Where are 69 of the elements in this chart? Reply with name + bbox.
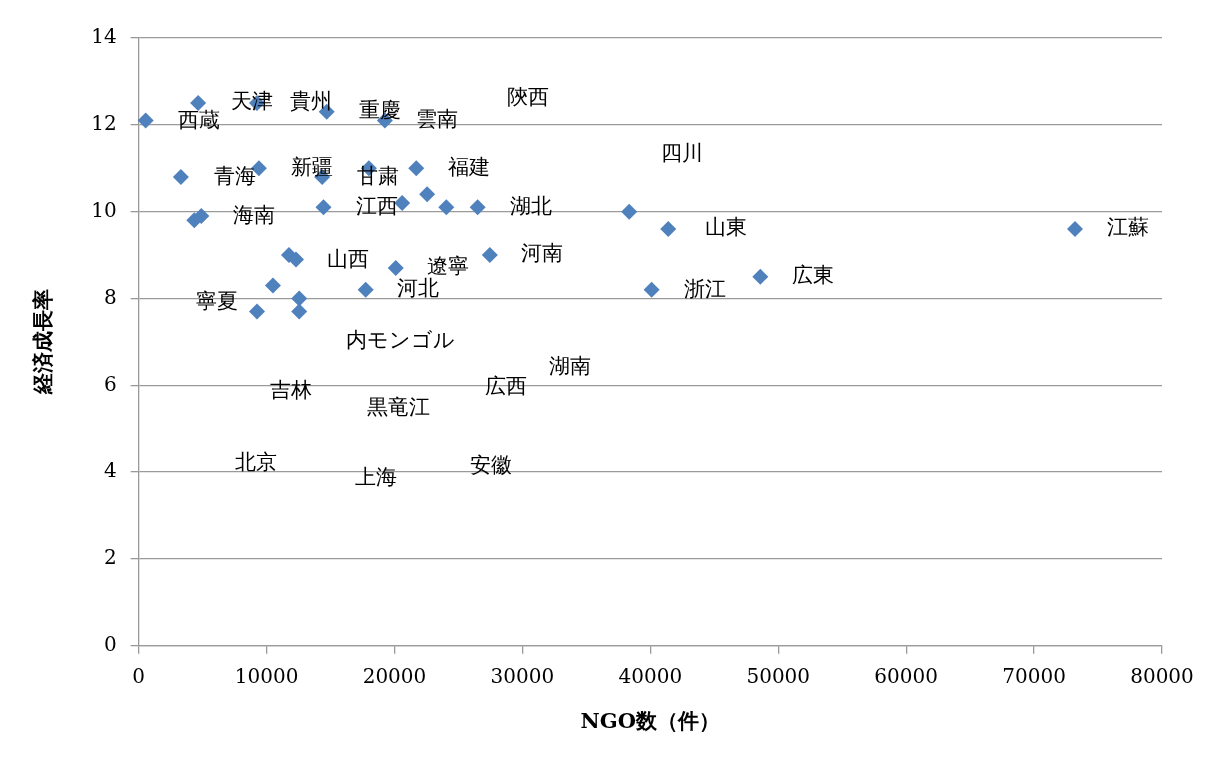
annotation: 上海 [354,465,397,490]
annotation: 黒竜江 [367,394,431,419]
annotation: 甘粛 [356,163,399,188]
x-tick-label: 60000 [874,664,938,688]
annotation: 福建 [447,154,490,179]
annotation: 北京 [234,449,277,474]
annotation: 寧夏 [196,289,239,314]
annotation: 貴州 [290,89,333,114]
annotation: 新疆 [291,154,333,179]
x-tick-label: 70000 [1002,664,1066,688]
point [193,208,210,224]
y-tick-label: 10 [91,197,117,222]
point [481,247,498,264]
point [264,277,281,294]
point [621,203,638,220]
annotation: 四川 [661,140,704,165]
annotation: 山東 [704,215,747,240]
point [469,199,486,216]
y-tick-label: 8 [103,284,117,309]
x-tick-label: 20000 [362,664,427,688]
point [752,268,769,285]
annotation: 江蘇 [1106,215,1149,240]
annotation: 湖南 [549,354,592,379]
y-tick-label: 6 [103,371,117,396]
point [408,160,425,177]
x-tick-label: 0 [132,664,146,688]
point [387,260,404,277]
annotation: 河南 [521,241,564,266]
annotation: 江西 [355,194,398,219]
annotation: 広西 [484,373,527,398]
x-tick-label: 30000 [490,664,555,688]
annotation: 吉林 [269,377,312,402]
point [248,303,265,320]
annotation: 河北 [397,276,440,301]
point [291,290,308,307]
y-tick-label: 0 [103,632,117,656]
point [1067,221,1084,238]
x-tick-label: 10000 [234,664,299,688]
y-tick-label: 12 [91,111,117,136]
point [438,199,455,216]
annotation: 安徽 [470,452,513,477]
x-axis-title: NGO数（件） [580,707,721,733]
y-tick-label: 2 [103,545,117,570]
y-tick-label: 4 [103,458,117,483]
annotation: 海南 [232,202,275,227]
annotation: 湖北 [510,194,553,219]
point [172,168,189,185]
x-tick-label: 50000 [746,664,811,688]
x-tick-label: 80000 [1130,664,1194,688]
y-axis-title: 経済成長率 [30,289,56,396]
annotation: 陝西 [506,85,549,110]
annotation: 青海 [213,163,256,188]
point [315,199,332,216]
annotation: 内モンゴル [345,328,455,353]
y-tick-label: 14 [91,24,117,49]
point [419,186,436,203]
annotation: 遼寧 [426,253,469,278]
point [137,112,154,129]
point [357,281,374,298]
annotation: 重慶 [358,98,401,122]
annotation: 雲南 [416,107,459,132]
point [291,303,308,320]
x-tick-label: 40000 [618,664,683,688]
point [643,281,660,298]
annotation: 浙江 [683,276,726,301]
annotation: 西蔵 [178,107,221,132]
annotation: 山西 [327,246,370,271]
point [660,221,677,238]
annotation: 広東 [791,263,834,288]
